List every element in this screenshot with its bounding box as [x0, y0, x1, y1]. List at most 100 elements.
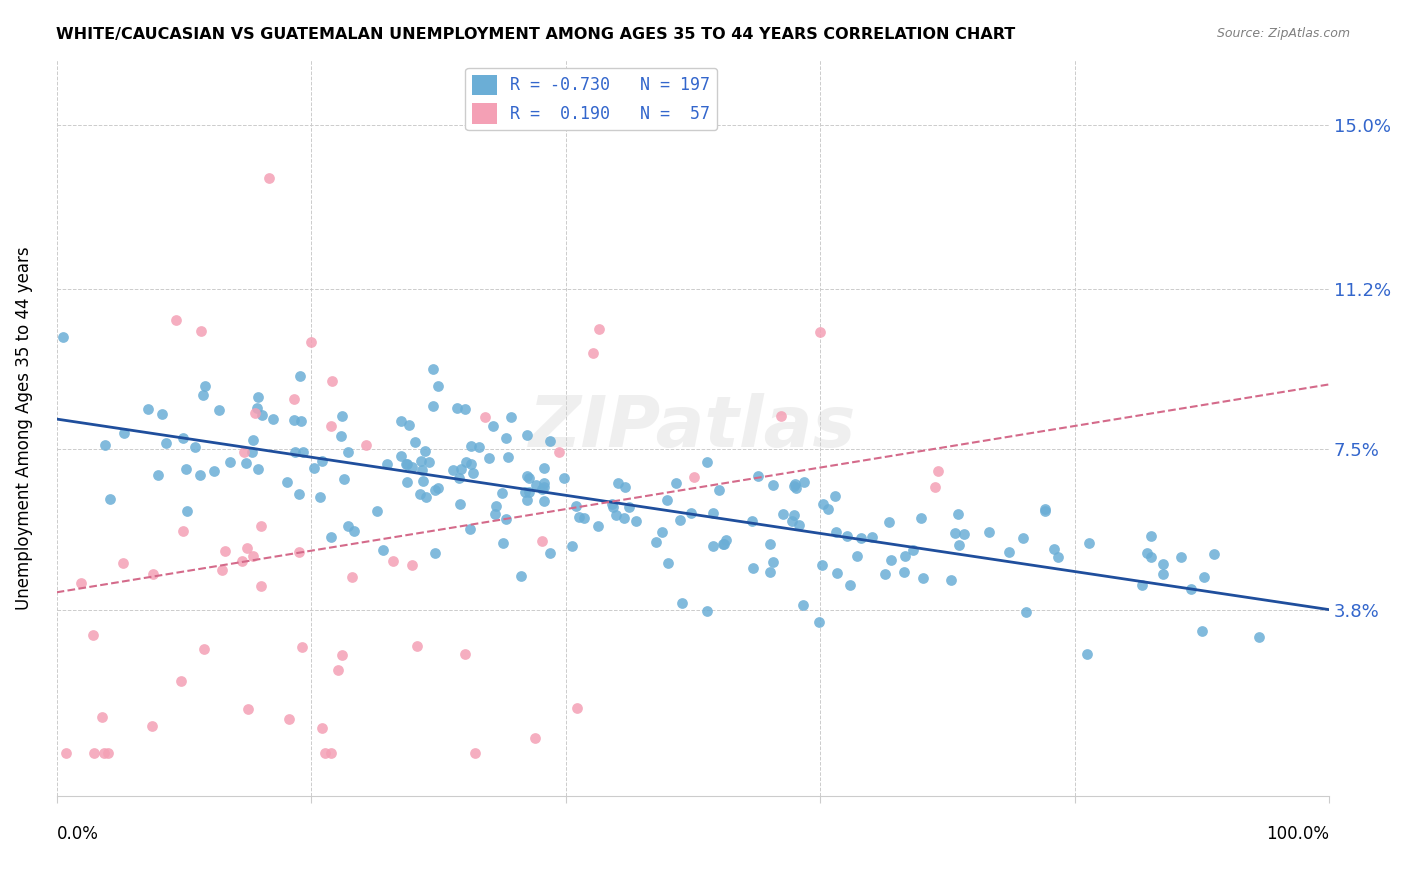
Point	[246, 462, 269, 476]
Point	[495, 431, 517, 445]
Point	[785, 481, 807, 495]
Point	[98, 491, 121, 506]
Point	[389, 449, 412, 463]
Point	[141, 719, 163, 733]
Point	[283, 392, 305, 406]
Point	[319, 530, 342, 544]
Point	[1130, 578, 1153, 592]
Point	[953, 527, 976, 541]
Point	[288, 369, 311, 384]
Point	[588, 322, 610, 336]
Point	[246, 401, 269, 416]
Point	[1180, 582, 1202, 596]
Point	[484, 500, 506, 514]
Point	[423, 546, 446, 560]
Point	[607, 476, 630, 491]
Point	[1015, 606, 1038, 620]
Point	[409, 454, 432, 468]
Point	[219, 455, 242, 469]
Point	[533, 493, 555, 508]
Point	[449, 497, 471, 511]
Point	[262, 411, 284, 425]
Point	[547, 445, 569, 459]
Point	[758, 565, 780, 579]
Point	[396, 457, 419, 471]
Point	[330, 648, 353, 662]
Point	[458, 522, 481, 536]
Point	[240, 445, 263, 459]
Point	[927, 464, 949, 478]
Point	[747, 468, 769, 483]
Point	[810, 558, 832, 573]
Point	[538, 434, 561, 449]
Point	[516, 428, 538, 442]
Point	[679, 506, 702, 520]
Point	[602, 500, 624, 514]
Point	[381, 554, 404, 568]
Point	[893, 565, 915, 579]
Point	[711, 537, 734, 551]
Point	[190, 324, 212, 338]
Point	[398, 417, 420, 432]
Point	[772, 508, 794, 522]
Point	[617, 500, 640, 515]
Point	[948, 538, 970, 552]
Point	[418, 455, 440, 469]
Point	[478, 451, 501, 466]
Point	[208, 403, 231, 417]
Point	[283, 412, 305, 426]
Point	[460, 438, 482, 452]
Point	[136, 401, 159, 416]
Point	[1135, 546, 1157, 560]
Point	[411, 463, 433, 477]
Point	[290, 413, 312, 427]
Point	[242, 433, 264, 447]
Point	[492, 536, 515, 550]
Point	[910, 511, 932, 525]
Point	[330, 409, 353, 424]
Point	[849, 531, 872, 545]
Point	[741, 514, 763, 528]
Point	[977, 525, 1000, 540]
Point	[291, 640, 314, 655]
Point	[1043, 542, 1066, 557]
Point	[112, 556, 135, 570]
Point	[770, 409, 793, 423]
Point	[553, 471, 575, 485]
Point	[333, 472, 356, 486]
Point	[825, 566, 848, 580]
Point	[277, 712, 299, 726]
Point	[446, 401, 468, 415]
Point	[911, 571, 934, 585]
Point	[1046, 550, 1069, 565]
Point	[657, 556, 679, 570]
Point	[824, 490, 846, 504]
Point	[252, 408, 274, 422]
Point	[174, 461, 197, 475]
Point	[194, 379, 217, 393]
Point	[568, 510, 591, 524]
Point	[924, 480, 946, 494]
Point	[94, 438, 117, 452]
Point	[783, 479, 806, 493]
Point	[533, 461, 555, 475]
Point	[191, 388, 214, 402]
Point	[319, 746, 342, 760]
Point	[441, 463, 464, 477]
Point	[412, 474, 434, 488]
Point	[422, 362, 444, 376]
Point	[651, 525, 673, 540]
Point	[877, 515, 900, 529]
Point	[893, 549, 915, 563]
Point	[602, 497, 624, 511]
Point	[276, 475, 298, 489]
Point	[375, 457, 398, 471]
Point	[880, 553, 903, 567]
Point	[782, 508, 804, 522]
Point	[321, 375, 343, 389]
Point	[1204, 547, 1226, 561]
Point	[257, 170, 280, 185]
Point	[55, 746, 77, 760]
Text: ZIPatlas: ZIPatlas	[529, 393, 856, 462]
Point	[150, 407, 173, 421]
